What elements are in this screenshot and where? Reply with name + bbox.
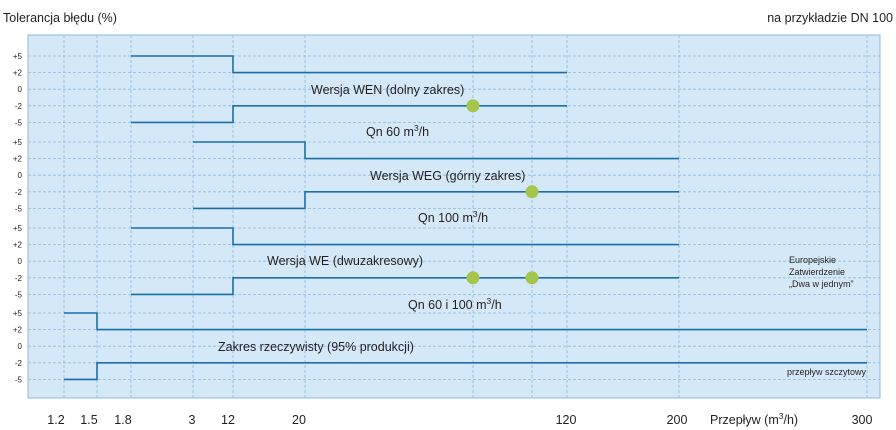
y-tick-label: -2 [15,274,23,283]
annotation-wen: Wersja WEN (dolny zakres) [311,83,464,97]
plot-area [27,34,881,399]
y-tick-label: -2 [15,188,23,197]
tolerance-lower-line [131,105,567,124]
y-tick-label: -2 [15,359,23,368]
annotation-qn60: Qn 60 m3/h [366,123,429,139]
tolerance-lower-line [193,191,679,210]
y-tick-label: -5 [15,118,23,127]
y-tick-label: +2 [13,155,23,164]
y-tick-label: +5 [13,52,23,61]
marker-dot [466,271,480,285]
y-tick-label: -5 [15,375,23,384]
annotation-euro-line2: Zatwierdzenie [789,267,845,277]
x-tick-label: 12 [221,413,235,427]
y-tick-label: -5 [15,290,23,299]
x-tick-label: 300 [852,413,873,427]
annotation-qn100: Qn 100 m3/h [418,209,488,225]
y-tick-label: +5 [13,224,23,233]
annotation-qn60-100: Qn 60 i 100 m3/h [408,296,502,312]
chart-subtitle: na przykładzie DN 100 [767,11,893,25]
annotation-weg: Wersja WEG (górny zakres) [370,169,525,183]
annotation-peak-flow: przepływ szczytowy [787,367,867,377]
x-tick-label: 1.8 [114,413,131,427]
tolerance-lower-line [131,276,679,296]
y-tick-label: -2 [15,102,23,111]
y-tick-label: 0 [18,342,23,351]
tolerance-upper-line [193,141,679,160]
x-tick-label: 120 [556,413,577,427]
y-tick-label: +2 [13,326,23,335]
y-tick-label: 0 [18,85,23,94]
y-tick-label: 0 [18,257,23,266]
tolerance-upper-line [64,312,867,331]
annotation-we: Wersja WE (dwuzakresowy) [267,254,423,268]
y-tick-label: -5 [15,204,23,213]
marker-dot [525,185,539,199]
tolerance-upper-line [131,227,679,246]
y-tick-label: +5 [13,138,23,147]
x-tick-label: 1.2 [47,413,64,427]
chart-title: Tolerancja błędu (%) [3,11,117,25]
x-axis-label: Przepływ (m3/h) [710,411,798,427]
x-tick-label: 1.5 [80,413,97,427]
marker-dot [466,99,480,113]
x-tick-label: 3 [189,413,196,427]
y-tick-label: +2 [13,241,23,250]
y-tick-label: 0 [18,171,23,180]
annotation-real: Zakres rzeczywisty (95% produkcji) [218,340,414,354]
y-tick-label: +5 [13,309,23,318]
x-tick-label: 20 [292,413,306,427]
annotation-euro-line3: „Dwa w jednym” [789,279,854,289]
tolerance-upper-line [131,55,567,74]
y-tick-label: +2 [13,69,23,78]
marker-dot [525,271,539,285]
annotation-euro-line1: Europejskie [789,255,836,265]
tolerance-lower-line [64,361,867,381]
x-tick-label: 200 [667,413,688,427]
